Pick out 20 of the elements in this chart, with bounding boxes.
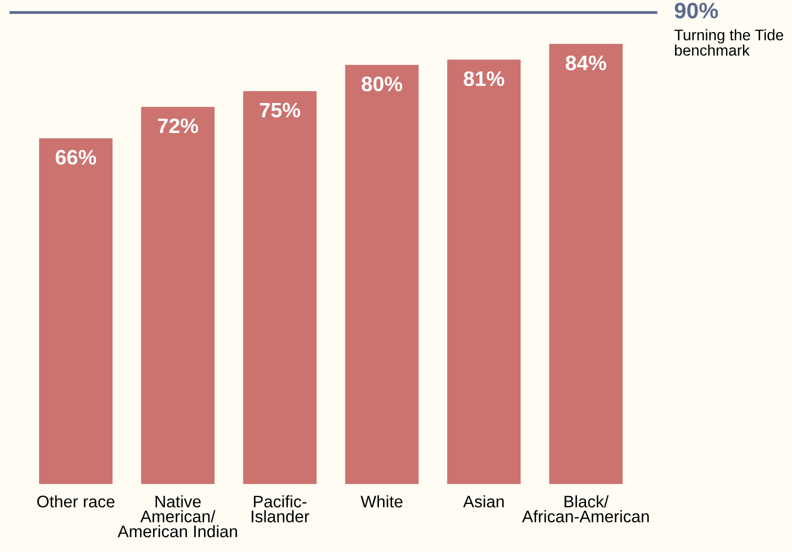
x-tick-label: Asian	[463, 495, 504, 508]
bar	[345, 64, 419, 484]
text: Turning the Tide benchmark	[674, 29, 784, 56]
bar	[549, 44, 623, 484]
x-tick-label: White	[360, 495, 402, 508]
x-tick-label: Black/ African-American	[522, 495, 649, 522]
bar	[243, 91, 317, 484]
data-label: 81%	[464, 71, 504, 86]
data-label: 66%	[56, 150, 96, 165]
bar	[141, 106, 215, 484]
data-label: 75%	[260, 102, 300, 118]
data-label: 84%	[566, 56, 606, 70]
data-label: 72%	[158, 118, 198, 134]
data-label: 80%	[362, 76, 402, 92]
ref-line-label: 90%	[674, 2, 718, 18]
x-tick-label: Native American/ American Indian	[118, 495, 237, 538]
x-tick-label: Pacific- Islander	[252, 495, 310, 522]
bar	[39, 138, 113, 484]
x-tick-label: Other race	[37, 495, 114, 508]
bar	[447, 60, 521, 484]
